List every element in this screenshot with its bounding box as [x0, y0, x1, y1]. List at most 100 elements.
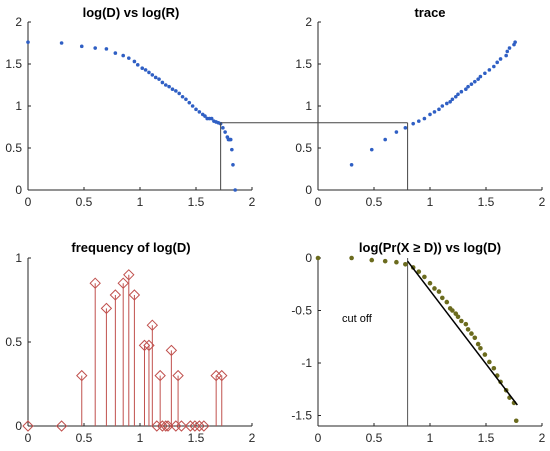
- subplot-bottom-left: frequency of log(D) 0 0.5 1 1.5 2 0 0.5 1: [5, 240, 255, 445]
- x-tick-label: 2: [249, 195, 256, 209]
- x-tick-label: 0.5: [366, 431, 383, 445]
- data-point: [79, 44, 84, 49]
- chart-title: log(D) vs log(R): [83, 5, 180, 20]
- x-tick-label: 0: [25, 195, 32, 209]
- data-point: [422, 274, 427, 280]
- data-point: [464, 87, 468, 91]
- x-tick-label: 1: [427, 195, 434, 209]
- y-tick-label: 1.5: [295, 57, 312, 71]
- stem-marker: [170, 420, 182, 432]
- x-tick-label: 0.5: [366, 195, 383, 209]
- data-point: [93, 46, 97, 50]
- data-point: [448, 100, 452, 104]
- data-point: [203, 114, 207, 118]
- stem-marker: [55, 420, 68, 432]
- y-tick-label: 0.5: [5, 141, 22, 155]
- x-tick-label: 1: [137, 195, 144, 209]
- data-point: [315, 255, 321, 261]
- data-point: [466, 84, 470, 89]
- data-point: [403, 262, 408, 267]
- y-tick-label: -1.5: [291, 409, 312, 423]
- data-point: [482, 352, 488, 357]
- y-tick-label: 1: [305, 99, 312, 113]
- stem-marker: [128, 289, 141, 301]
- data-point: [440, 104, 445, 108]
- data-point: [422, 116, 427, 121]
- y-tick-label: -1: [301, 356, 312, 370]
- y-tick-label: 1: [15, 99, 22, 113]
- stem-marker: [175, 420, 188, 432]
- data-point: [228, 137, 233, 142]
- subplot-bottom-right: log(Pr(X ≥ D)) vs log(D) cut off 0 0.5 1 1.…: [291, 240, 545, 445]
- x-tick-label: 2: [539, 431, 546, 445]
- data-point: [221, 126, 225, 130]
- cut-off-label: cut off: [342, 313, 373, 325]
- data-point: [383, 137, 388, 142]
- data-point: [180, 94, 185, 99]
- y-tick-label: 0: [15, 183, 22, 197]
- data-point: [121, 53, 125, 58]
- data-point: [507, 46, 512, 50]
- data-point: [456, 92, 460, 97]
- fit-line: [407, 260, 518, 406]
- data-point: [478, 74, 483, 79]
- data-point: [209, 116, 214, 121]
- data-point: [349, 163, 354, 167]
- data-point: [150, 73, 155, 77]
- data-point: [233, 188, 237, 192]
- data-point: [231, 163, 235, 167]
- y-tick-label: -0.5: [291, 304, 312, 318]
- x-tick-label: 0.5: [76, 431, 93, 445]
- stem-marker: [154, 369, 166, 382]
- stem-marker: [189, 420, 201, 432]
- data-point: [411, 121, 416, 126]
- stem-marker: [89, 277, 101, 289]
- data-point: [113, 51, 118, 55]
- chart-title: log(Pr(X ≥ D)) vs log(D): [359, 240, 501, 255]
- data-point: [167, 84, 171, 89]
- x-tick-label: 0: [25, 431, 32, 445]
- data-point: [140, 66, 145, 70]
- data-point: [153, 75, 158, 80]
- stem-marker: [216, 369, 228, 382]
- stem-marker: [146, 319, 159, 331]
- data-point: [504, 53, 508, 58]
- chart-title: trace: [414, 5, 445, 20]
- stem-marker: [165, 344, 178, 357]
- data-point: [349, 255, 354, 261]
- x-tick-label: 2: [249, 431, 256, 445]
- stem-marker: [172, 369, 184, 382]
- y-tick-label: 1.5: [5, 57, 22, 71]
- data-point: [184, 97, 188, 102]
- data-point: [469, 331, 474, 336]
- data-point: [417, 119, 421, 123]
- data-point: [132, 59, 137, 64]
- data-point: [491, 365, 497, 371]
- data-point: [369, 147, 374, 152]
- y-tick-label: 0.5: [5, 335, 22, 349]
- stem-marker: [210, 369, 222, 382]
- data-point: [445, 101, 449, 106]
- data-point: [487, 68, 492, 72]
- data-point: [427, 280, 433, 286]
- data-point: [59, 41, 64, 45]
- data-point: [369, 257, 375, 263]
- data-point: [483, 71, 487, 76]
- data-point: [436, 289, 442, 294]
- data-point: [505, 49, 510, 54]
- stem-marker: [193, 420, 206, 432]
- y-tick-label: 2: [15, 15, 22, 29]
- data-point: [26, 40, 30, 44]
- data-point: [197, 110, 202, 114]
- data-point: [223, 130, 227, 134]
- plot-area: 0 0.5 1 1.5 2 0 -0.5 -1 -1.5: [291, 251, 545, 445]
- data-point: [450, 97, 455, 102]
- data-point: [459, 89, 464, 94]
- data-point: [455, 314, 461, 320]
- data-point: [459, 318, 464, 324]
- stem-marker: [117, 277, 129, 289]
- data-point: [437, 107, 441, 112]
- y-tick-label: 2: [305, 15, 312, 29]
- data-point: [472, 335, 478, 341]
